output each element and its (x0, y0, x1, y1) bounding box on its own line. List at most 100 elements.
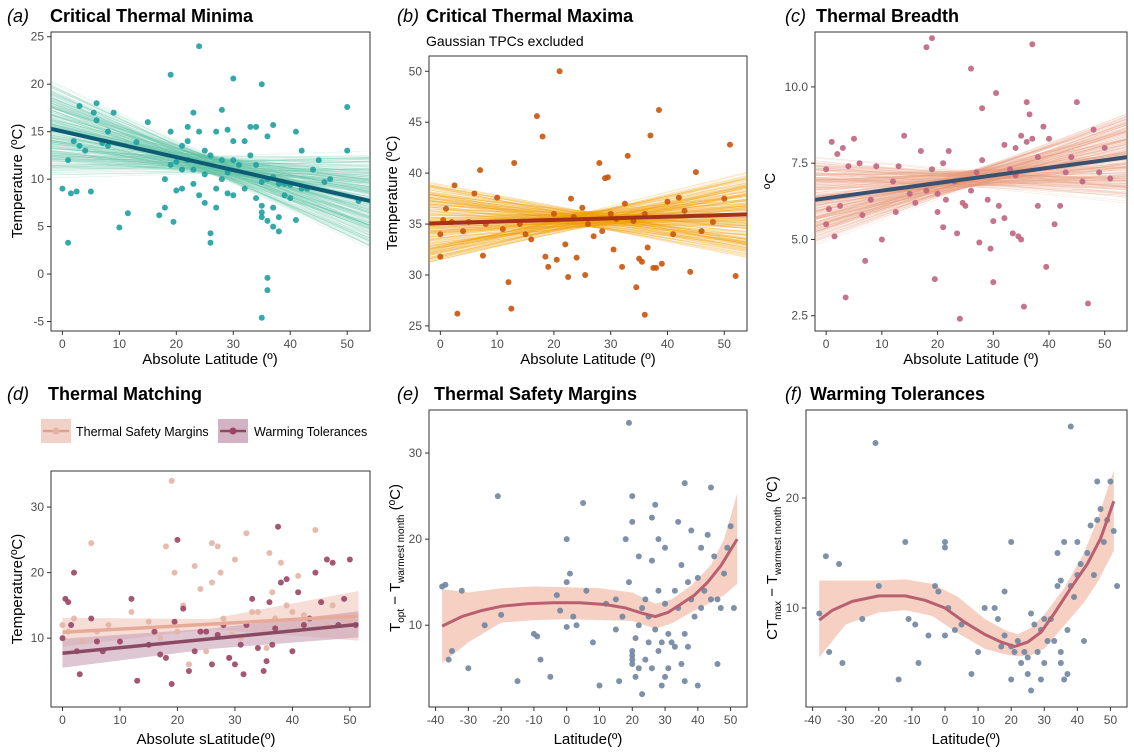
panel-d-ytick-label: 30 (31, 500, 45, 514)
panel-a-point (133, 139, 140, 146)
panel-d-series-1-point (277, 579, 284, 586)
panel-b-posterior-line (429, 189, 747, 236)
panel-b-ytick-label: 30 (409, 268, 423, 282)
panel-f-ci-band (819, 470, 1114, 658)
panel-b-xlabel: Absolute Latitude (º) (520, 351, 656, 368)
panel-c-posterior-line (815, 142, 1127, 224)
panel-b-posterior-line (429, 188, 747, 245)
panel-c-point (859, 212, 866, 219)
panel-a-point (270, 204, 277, 211)
panel-b-posterior-line (429, 209, 747, 222)
panel-e-point (566, 570, 573, 577)
panel-c-posterior-line (815, 116, 1127, 233)
panel-b-point (579, 204, 586, 211)
panel-f-point (932, 583, 939, 589)
panel-c-posterior-line (815, 180, 1127, 190)
panel-c-posterior-line (815, 151, 1127, 193)
panel-e-point (648, 665, 655, 672)
panel-a-posterior-line (51, 120, 370, 223)
panel-c-posterior-line (815, 144, 1127, 219)
panel-b-posterior-line (429, 185, 747, 240)
panel-a-point (230, 192, 237, 199)
panel-d-series-1-point (260, 667, 267, 674)
panel-e-point (658, 639, 665, 646)
panel-f-point (1094, 478, 1101, 485)
panel-b-posterior-line (429, 191, 747, 242)
panel-a-point (65, 157, 72, 164)
panel-b-point (508, 305, 515, 312)
panel-d-series-0-point (191, 563, 198, 570)
panel-a-posterior-line (51, 106, 370, 236)
panel-a-posterior-line (51, 113, 370, 211)
panel-a-posterior-line (51, 114, 370, 230)
panel-d-xlabel: Absolute sLatitude(º) (137, 731, 276, 748)
panel-a-posterior-line (51, 106, 370, 213)
panel-a-point (213, 204, 220, 211)
panel-c-posterior-line (815, 137, 1127, 235)
panel-d-title: Thermal Matching (48, 384, 202, 404)
panel-d-fit-1 (62, 622, 359, 655)
panel-c-posterior-line (815, 146, 1127, 225)
panel-a-point (190, 166, 197, 173)
panel-c-posterior-line (815, 116, 1127, 233)
panel-b-point (545, 263, 552, 270)
panel-c-posterior-line (815, 168, 1127, 183)
panel-b-posterior-line (429, 203, 747, 223)
panel-a-posterior-line (51, 98, 370, 221)
panel-c-posterior-line (815, 123, 1127, 244)
panel-c-ylabel: ºC (762, 173, 779, 189)
panel-c-posterior-line (815, 173, 1127, 191)
panel-b-posterior-line (429, 198, 747, 236)
panel-e-point (642, 596, 649, 603)
panel-c-point (1051, 221, 1058, 228)
panel-a-posterior-line (51, 92, 370, 226)
panel-c-posterior-line (815, 178, 1127, 186)
panel-c-posterior-line (815, 127, 1127, 246)
panel-a-point (179, 166, 186, 173)
panel-b-posterior-line (429, 177, 747, 252)
panel-c-posterior-line (815, 136, 1127, 213)
panel-b-point (647, 132, 654, 139)
panel-a-posterior-line (51, 153, 370, 184)
panel-c-posterior-line (815, 119, 1127, 228)
panel-a-posterior-line (51, 88, 370, 246)
panel-c-posterior-line (815, 147, 1127, 198)
panel-a-xtick-label: 50 (341, 337, 355, 351)
panel-e-point (635, 553, 642, 560)
panel-c-posterior-line (815, 130, 1127, 212)
panel-c-posterior-line (815, 144, 1127, 218)
panel-e-point (498, 611, 505, 618)
panel-f-point (1028, 687, 1035, 694)
panel-c-posterior-line (815, 163, 1127, 203)
panel-a-point (196, 128, 203, 135)
panel-c-posterior-line (815, 130, 1127, 219)
panel-c-posterior-line (815, 118, 1127, 231)
panel-c-posterior-line (815, 139, 1127, 223)
panel-c-posterior-line (815, 179, 1127, 190)
panel-b-point (437, 231, 444, 238)
panel-f-point (1067, 423, 1074, 430)
panel-a-xtick-label: 20 (170, 337, 184, 351)
panel-b-ytick-label: 45 (409, 115, 423, 129)
panel-a-posterior-line (51, 124, 370, 194)
panel-e-point (629, 493, 636, 500)
panel-b-letter: (b) (397, 6, 419, 26)
panel-b-point (687, 268, 694, 275)
panel-a-posterior-line (51, 112, 370, 223)
panel-f-point (968, 671, 975, 677)
panel-f-ticks: -40 -30 -20 -10 0 10 20 30 40 50 10 20 (786, 491, 1118, 727)
panel-c-ytick-label: 2.5 (791, 309, 808, 323)
panel-f-point (1041, 616, 1048, 622)
panel-f-point (1051, 638, 1058, 644)
panel-a-point (156, 212, 163, 219)
panel-a-posterior-line (51, 156, 370, 179)
panel-a-point (292, 216, 299, 223)
panel-c-posterior-line (815, 122, 1127, 241)
panel-b-posterior-line (429, 198, 747, 229)
panel-b-posterior-line (429, 201, 747, 224)
panel-a-posterior-line (51, 148, 370, 170)
panel-c-posterior-line (815, 162, 1127, 189)
panel-d-fit-0 (62, 614, 359, 635)
panel-b-posterior-line (429, 198, 747, 235)
panel-f-point (1054, 583, 1061, 589)
